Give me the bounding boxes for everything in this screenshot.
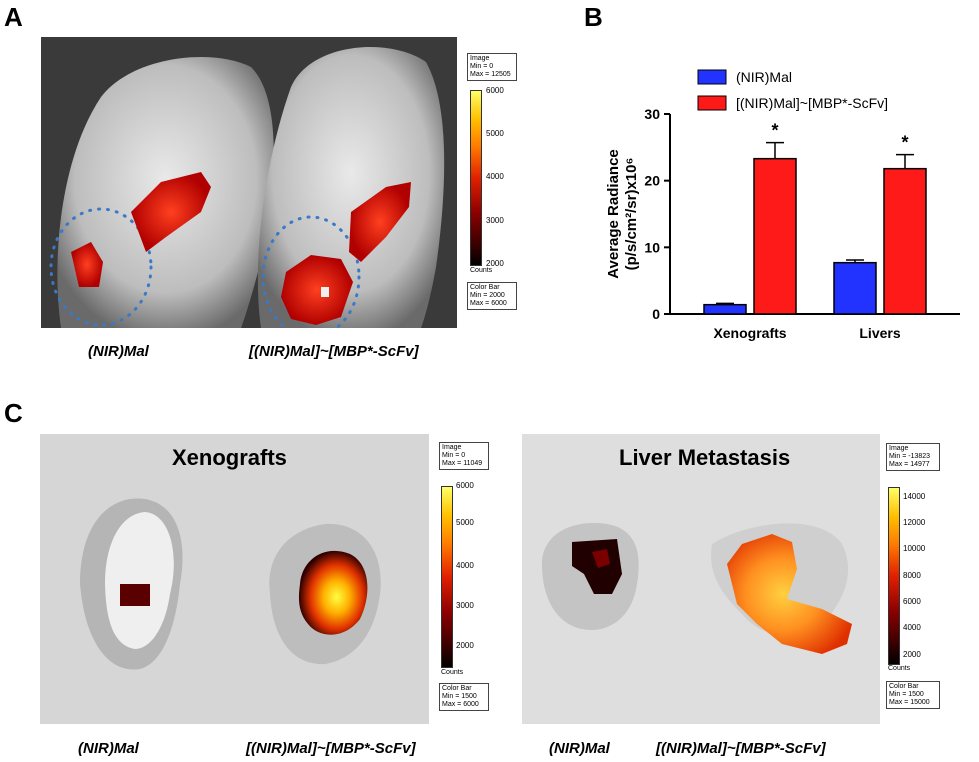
bar — [703, 303, 747, 315]
image-max: Max = 14977 — [889, 461, 930, 468]
panel-c-left-image-range-box: Image Min = 0 Max = 11049 — [439, 442, 489, 470]
image-label: Image — [442, 444, 462, 451]
panel-c-left-caption-2: [(NIR)Mal]~[MBP*-ScFv] — [246, 740, 416, 757]
panel-c-right-colorbar-range-box: Color Bar Min = 1500 Max = 15000 — [886, 681, 940, 709]
colorbar-tick: 6000 — [486, 86, 504, 95]
panel-a-letter: A — [4, 2, 23, 32]
panel-b-letter: B — [584, 2, 603, 32]
colorbar-min: Min = 2000 — [470, 292, 505, 299]
legend-swatch — [697, 69, 727, 85]
panel-c-xenograft-image — [40, 434, 429, 724]
legend-label: [(NIR)Mal]~[MBP*-ScFv] — [736, 95, 888, 111]
image-min: Min = 0 — [442, 452, 466, 459]
image-max: Max = 12505 — [470, 71, 511, 78]
image-max: Max = 11049 — [442, 460, 483, 467]
panel-c-left-colorbar-range-box: Color Bar Min = 1500 Max = 6000 — [439, 683, 489, 711]
colorbar-tick: 6000 — [456, 481, 474, 490]
colorbar-label: Color Bar — [889, 683, 919, 690]
bar — [833, 261, 877, 315]
panel-a-mouse-image — [41, 37, 457, 328]
colorbar-max: Max = 6000 — [470, 300, 507, 307]
y-axis-label-units: (p/s/cm²/sr)x10⁶ — [623, 158, 640, 271]
y-tick-label: 30 — [644, 106, 660, 122]
colorbar-tick: 8000 — [903, 571, 921, 580]
panel-a-colorbar-range-box: Color Bar Min = 2000 Max = 6000 — [467, 282, 517, 310]
colorbar-tick: 4000 — [903, 623, 921, 632]
y-tick-label: 0 — [652, 306, 660, 322]
panel-c-liver-image — [522, 434, 880, 724]
panel-c-left-caption-1: (NIR)Mal — [78, 740, 139, 757]
y-tick-label: 10 — [644, 239, 660, 255]
legend-swatch — [697, 95, 727, 111]
image-min: Min = -13823 — [889, 453, 931, 460]
image-label: Image — [470, 55, 490, 62]
colorbar-tick: 10000 — [903, 544, 926, 553]
colorbar-tick: 14000 — [903, 492, 926, 501]
panel-c-right-caption-2: [(NIR)Mal]~[MBP*-ScFv] — [656, 740, 826, 757]
colorbar-tick: 2000 — [486, 259, 504, 268]
y-tick-label: 20 — [644, 173, 660, 189]
panel-a-colorbar — [470, 90, 482, 266]
colorbar-tick: 5000 — [456, 518, 474, 527]
colorbar-counts-label: Counts — [441, 669, 464, 676]
colorbar-counts-label: Counts — [888, 665, 911, 672]
colorbar-tick: 4000 — [486, 172, 504, 181]
legend-label: (NIR)Mal — [736, 69, 792, 85]
colorbar-tick: 12000 — [903, 518, 926, 527]
panel-c-right-caption-1: (NIR)Mal — [549, 740, 610, 757]
panel-c-right-image-range-box: Image Min = -13823 Max = 14977 — [886, 443, 940, 471]
colorbar-tick: 5000 — [486, 129, 504, 138]
colorbar-tick: 2000 — [903, 650, 921, 659]
colorbar-tick: 3000 — [456, 601, 474, 610]
bar-chart: 0 10 20 30 Average Radiance (p/s/cm²/sr)x10⁶ *… — [605, 69, 960, 341]
colorbar-min: Min = 1500 — [889, 691, 924, 698]
panel-c-right-colorbar — [888, 487, 900, 665]
colorbar-tick: 4000 — [456, 561, 474, 570]
colorbar-tick: 3000 — [486, 216, 504, 225]
panel-c-liver-title: Liver Metastasis — [619, 445, 791, 470]
x-tick-label: Xenografts — [713, 325, 786, 341]
image-label: Image — [889, 445, 909, 452]
colorbar-max: Max = 15000 — [889, 699, 930, 706]
significance-marker: * — [901, 133, 908, 153]
y-axis-label: Average Radiance — [605, 149, 622, 279]
panel-c-xenografts-title: Xenografts — [172, 445, 287, 470]
bar — [883, 167, 927, 315]
panel-a-caption-left: (NIR)Mal — [88, 343, 149, 360]
panel-a-image-range-box: Image Min = 0 Max = 12505 — [467, 53, 517, 81]
panel-a-caption-right: [(NIR)Mal]~[MBP*-ScFv] — [249, 343, 419, 360]
colorbar-counts-label: Counts — [470, 267, 493, 274]
x-tick-label: Livers — [859, 325, 900, 341]
significance-marker: * — [771, 121, 778, 141]
colorbar-label: Color Bar — [470, 284, 500, 291]
panel-c-letter: C — [4, 398, 23, 428]
colorbar-tick: 2000 — [456, 641, 474, 650]
image-min: Min = 0 — [470, 63, 494, 70]
colorbar-label: Color Bar — [442, 685, 472, 692]
panel-c-left-colorbar — [441, 486, 453, 668]
bar — [753, 157, 797, 315]
colorbar-tick: 6000 — [903, 597, 921, 606]
colorbar-max: Max = 6000 — [442, 701, 479, 708]
colorbar-min: Min = 1500 — [442, 693, 477, 700]
